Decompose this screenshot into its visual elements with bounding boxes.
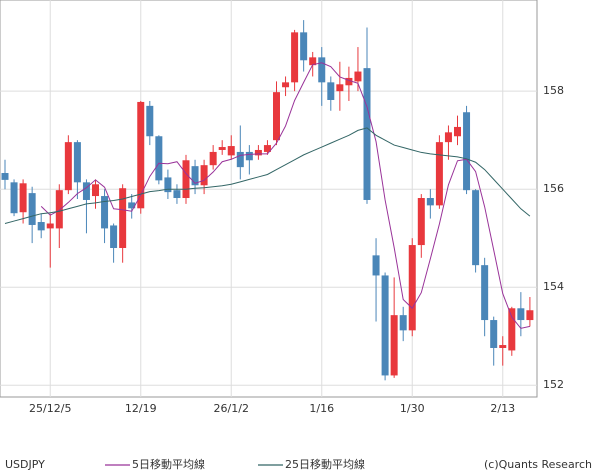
plot-frame (0, 0, 538, 398)
legend-label: 5日移動平均線 (132, 457, 205, 471)
credit: (c)Quants Research (484, 458, 592, 471)
candle-body (291, 32, 299, 83)
x-tick-label: 26/1/2 (214, 402, 249, 415)
candle-body (426, 198, 434, 206)
candle-body (110, 225, 118, 249)
candle-body (254, 149, 262, 156)
x-tick-label: 2/13 (490, 402, 515, 415)
x-tick-label: 25/12/5 (29, 402, 71, 415)
candle-body (164, 177, 172, 193)
candle-body (327, 82, 335, 100)
candle-body (37, 222, 45, 231)
candle-body (73, 142, 81, 183)
legend-label: 25日移動平均線 (285, 457, 365, 471)
candle-body (517, 308, 525, 321)
candle-body (82, 182, 90, 200)
candle-body (390, 315, 398, 376)
candle-body (508, 308, 516, 351)
candle-body (263, 145, 271, 152)
y-tick-label: 156 (543, 182, 564, 195)
candle-body (92, 184, 99, 197)
candle-body (273, 92, 280, 141)
candle-body (146, 105, 154, 137)
candle-body (137, 101, 145, 209)
candle-body (472, 190, 480, 266)
candle-body (1, 173, 9, 180)
x-tick-label: 1/16 (309, 402, 334, 415)
candle-body (300, 32, 308, 61)
candle-body (417, 198, 425, 246)
candle-body (372, 255, 380, 276)
candle-body (101, 196, 109, 229)
candle-body (282, 82, 290, 88)
candle-body (345, 77, 353, 86)
candle-body (218, 147, 226, 150)
candle-body (64, 142, 72, 191)
candle-body (46, 223, 54, 229)
candle-body (245, 151, 253, 161)
candle-body (363, 68, 371, 200)
candle-body (318, 57, 326, 83)
candle-body (28, 193, 36, 225)
y-tick-label: 158 (543, 84, 564, 97)
candle-body (236, 151, 244, 168)
candle-body (155, 136, 163, 181)
candle-body (209, 151, 217, 166)
candle-body (354, 71, 362, 82)
candle-body (454, 126, 461, 137)
candle-body (191, 166, 199, 186)
y-tick-label: 154 (543, 280, 564, 293)
candle-body (381, 275, 389, 376)
symbol: USDJPY (5, 458, 45, 471)
candle-body (463, 112, 471, 191)
candle-body (173, 190, 181, 199)
candle-body (444, 132, 452, 143)
candle-body (435, 142, 443, 206)
candle-body (499, 345, 507, 348)
candle-body (119, 188, 127, 249)
x-tick-label: 12/19 (125, 402, 157, 415)
x-tick-label: 1/30 (400, 402, 425, 415)
candle-body (19, 183, 27, 213)
candle-body (399, 315, 407, 331)
candle-body (128, 202, 136, 209)
candle-body (336, 84, 344, 92)
candle-body (526, 310, 534, 321)
candle-body (309, 57, 317, 66)
moving-average-line (40, 62, 531, 329)
candle-body (55, 190, 63, 229)
candle-body (481, 265, 489, 321)
candle-body (10, 182, 18, 214)
candle-body (182, 160, 190, 199)
candle-body (490, 320, 498, 348)
candle-body (227, 146, 235, 156)
y-tick-label: 152 (543, 378, 564, 391)
moving-average-line (4, 127, 531, 224)
candle-body (408, 245, 416, 331)
candle-body (200, 165, 208, 186)
